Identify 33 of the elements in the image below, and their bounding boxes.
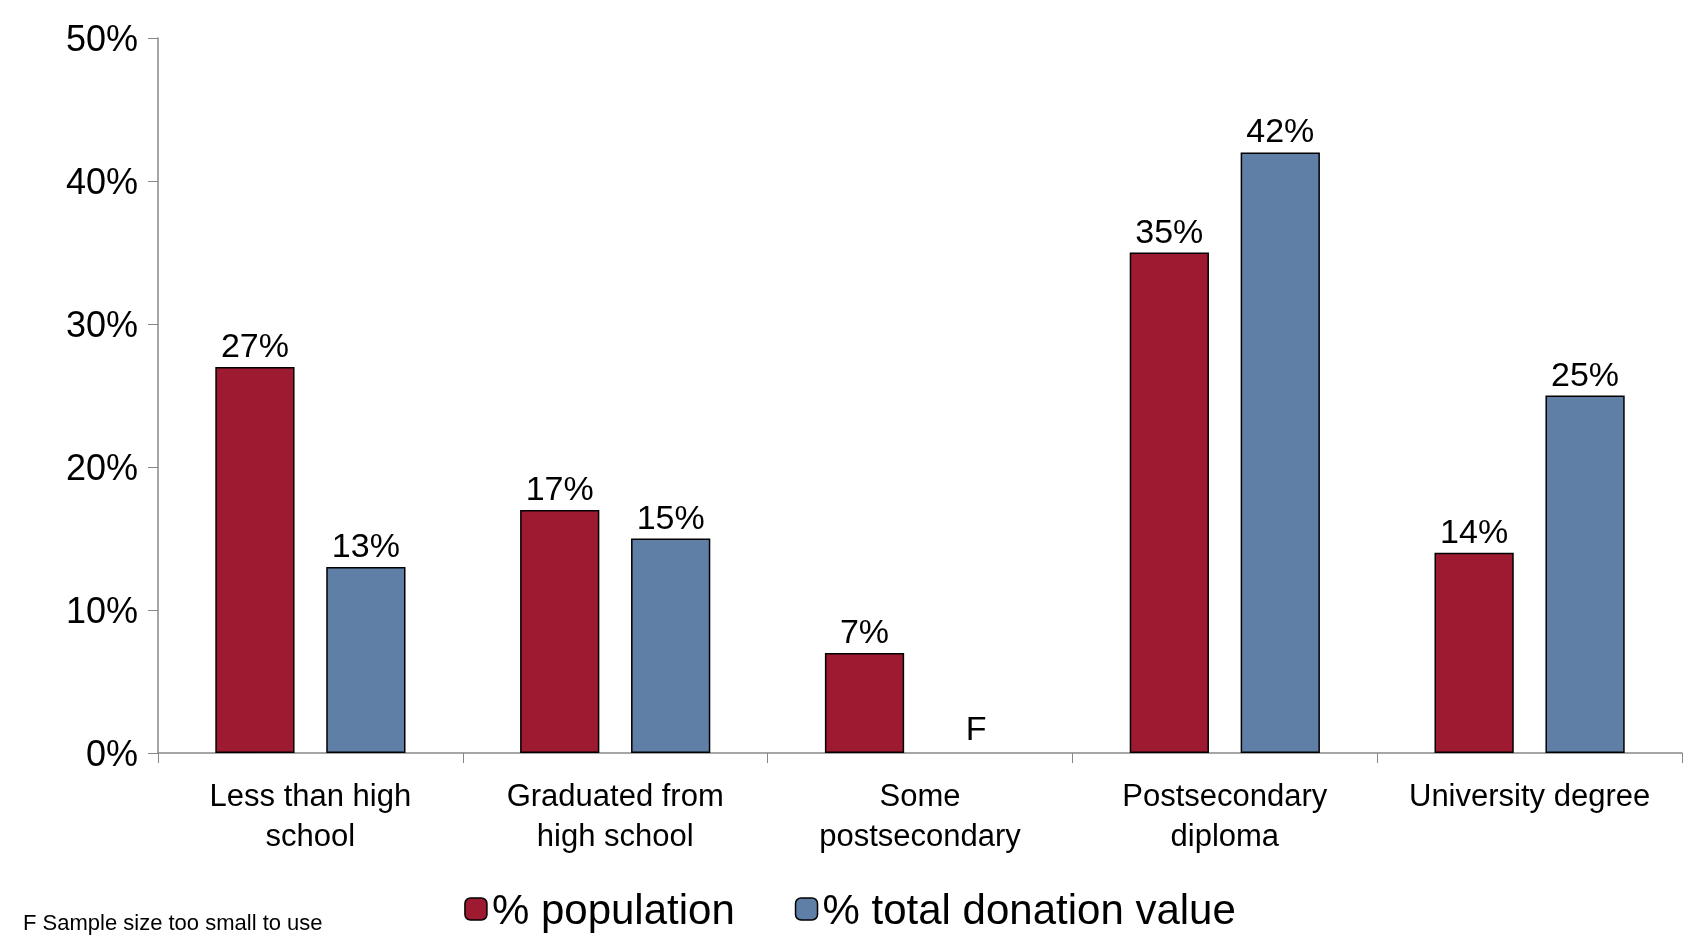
data-label: 7%: [839, 611, 890, 650]
bar: [1434, 552, 1514, 753]
y-tick-label: 30%: [65, 303, 138, 345]
data-label: 14%: [1440, 511, 1509, 550]
y-tick-label: 20%: [65, 446, 138, 488]
bar: [1240, 152, 1320, 753]
bar: [215, 366, 295, 753]
data-label: 42%: [1246, 111, 1315, 150]
x-tick-label: Less than high school: [209, 777, 412, 853]
data-label: 15%: [636, 497, 705, 536]
bar: [1545, 395, 1625, 753]
text: F Sample size too small to use: [23, 909, 323, 935]
bar: [520, 509, 600, 753]
bar: [1129, 252, 1209, 753]
y-tick-label: 0%: [85, 732, 138, 774]
bar: [631, 538, 711, 753]
legend-label: % total donation value: [822, 885, 1236, 933]
text: F: [965, 709, 987, 747]
y-tick-label: 50%: [65, 17, 138, 59]
data-label: 27%: [220, 325, 289, 364]
y-tick-label: 40%: [65, 160, 138, 202]
data-label: 35%: [1135, 211, 1204, 250]
data-label: 17%: [525, 468, 594, 507]
y-tick-label: 10%: [65, 589, 138, 631]
bar: [824, 652, 905, 753]
data-label: 13%: [331, 526, 400, 565]
x-tick-label: Postsecondary diploma: [1122, 777, 1328, 853]
legend-label: % population: [491, 885, 735, 933]
x-tick-label: Some postsecondary: [819, 777, 1022, 853]
bar: [326, 567, 406, 753]
x-tick-label: Graduated from high school: [506, 777, 724, 853]
x-tick-label: University degree: [1408, 777, 1651, 813]
data-label: 25%: [1551, 354, 1620, 393]
